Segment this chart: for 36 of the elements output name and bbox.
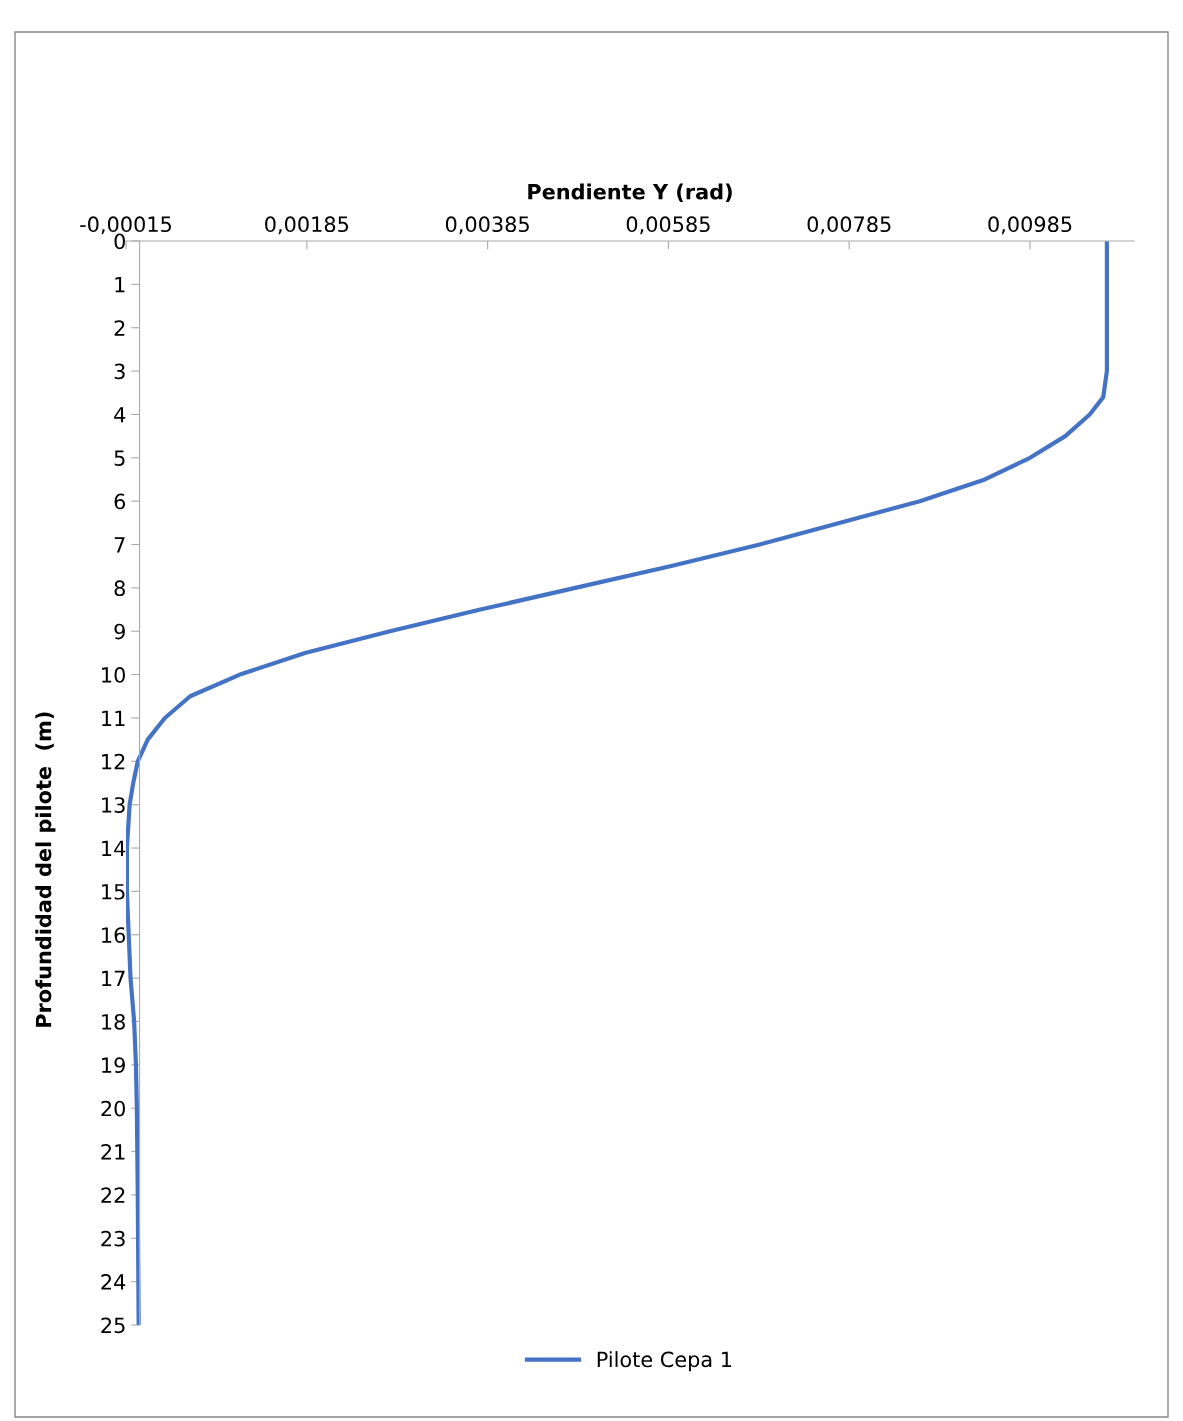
y-tick-label: 17 xyxy=(102,970,125,987)
y-tick-label: 9 xyxy=(114,623,125,640)
legend-label: Pilote Cepa 1 xyxy=(597,1351,732,1372)
y-tick-label: 19 xyxy=(102,1057,125,1074)
y-tick-label: 8 xyxy=(114,580,125,597)
y-tick-label: 18 xyxy=(102,1013,125,1030)
y-tick-label: 16 xyxy=(102,927,126,943)
y-tick-label: 25 xyxy=(101,1317,125,1334)
y-tick-label: 24 xyxy=(101,1274,126,1290)
y-tick-label: 14 xyxy=(102,840,126,856)
y-tick-label: 12 xyxy=(102,753,125,770)
y-axis-title: Profundidad del pilote (m) xyxy=(35,712,56,1027)
y-tick-label: 1 xyxy=(115,277,125,293)
y-tick-label: 13 xyxy=(102,797,125,813)
y-tick-label: 2 xyxy=(114,320,125,336)
y-tick-label: 21 xyxy=(101,1144,125,1160)
y-tick-label: 15 xyxy=(102,884,125,900)
y-tick-label: 23 xyxy=(101,1230,125,1247)
y-tick-label: 20 xyxy=(101,1100,125,1117)
x-tick-label: 0,00985 xyxy=(988,216,1072,235)
y-tick-label: 10 xyxy=(102,667,125,683)
y-tick-label: 4 xyxy=(114,407,126,423)
x-tick-label: 0,00185 xyxy=(265,216,349,235)
y-tick-label: 7 xyxy=(114,537,125,553)
y-tick-label: 0 xyxy=(114,233,125,250)
y-tick-label: 6 xyxy=(114,493,126,510)
y-tick-label: 22 xyxy=(101,1187,125,1203)
x-tick-label: 0,00785 xyxy=(807,216,891,235)
x-axis-title: Pendiente Y (rad) xyxy=(528,183,732,203)
y-tick-label: 3 xyxy=(114,363,125,380)
x-tick-label: 0,00385 xyxy=(445,216,529,235)
x-tick-label: 0,00585 xyxy=(626,216,710,235)
x-tick-label: -0,00015 xyxy=(80,216,172,235)
y-tick-label: 5 xyxy=(114,450,125,467)
line-series xyxy=(126,241,1109,1325)
y-tick-label: 11 xyxy=(102,710,125,726)
